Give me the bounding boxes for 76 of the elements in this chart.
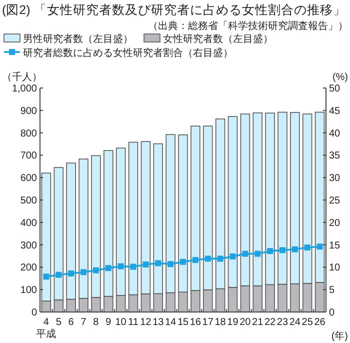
point	[304, 244, 310, 250]
x-tick-label: 7	[80, 317, 87, 328]
point	[204, 256, 211, 262]
point	[92, 267, 99, 274]
y2-tick-label: 20	[329, 218, 341, 229]
x-tick-label: 21	[252, 317, 264, 328]
y2-tick-label: 35	[329, 150, 341, 162]
y2-tick-label: 25	[329, 196, 341, 206]
x-axis-title: (年)	[331, 330, 348, 342]
y-tick-label: 200	[20, 262, 38, 274]
x-tick-label: 12	[140, 317, 152, 328]
x-tick-label: 20	[240, 317, 252, 328]
y-tick-label: 400	[20, 218, 38, 229]
point	[142, 262, 149, 268]
point	[279, 247, 286, 254]
point	[130, 264, 136, 270]
x-tick-label: 13	[152, 317, 164, 328]
point	[68, 270, 74, 276]
x-tick-label: 平成4	[36, 317, 56, 340]
point	[217, 256, 224, 262]
legend-label: 研究者総数に占める女性研究者割合（右目盛）	[23, 47, 233, 59]
y-tick-label: 700	[20, 150, 38, 162]
point	[168, 261, 174, 268]
point	[155, 260, 162, 266]
point	[180, 258, 186, 265]
point	[192, 257, 198, 264]
x-tick-label: 11	[128, 317, 139, 328]
y-tick-label: 600	[20, 173, 38, 184]
y2-tick-label: 0	[329, 308, 335, 318]
point	[267, 248, 274, 254]
x-tick-label: 25	[302, 317, 314, 328]
point	[80, 269, 87, 276]
legend-label: 女性研究者数（左目盛）	[163, 33, 273, 45]
x-tick-label: 8	[93, 317, 100, 328]
point	[316, 244, 323, 250]
x-tick-label: 17	[202, 317, 214, 328]
y2-tick-label: 40	[329, 128, 341, 140]
y2-tick-label: 5	[329, 285, 335, 296]
y2-axis-title: (%)	[332, 72, 348, 83]
y-tick-label: 0	[31, 308, 38, 318]
y-tick-label: 900	[20, 106, 38, 117]
x-tick-label: 16	[190, 317, 202, 328]
y2-tick-label: 10	[329, 262, 341, 274]
point	[292, 246, 298, 252]
x-tick-label: 6	[68, 317, 74, 328]
point	[105, 265, 112, 272]
x-tick-label: 10	[115, 317, 127, 328]
point	[254, 250, 261, 257]
point	[242, 250, 248, 257]
y-axis-title: （千人）	[2, 71, 42, 83]
legend-label: 男性研究者数（左目盛）	[23, 33, 133, 45]
x-tick-label: 19	[227, 317, 239, 328]
y-tick-label: 800	[20, 128, 38, 140]
chart-subtitle: （出典：総務省「科学技術研究調査報告」）	[148, 20, 348, 32]
x-tick-label: 24	[289, 317, 301, 328]
x-tick-label: 15	[177, 317, 189, 328]
x-tick-label: 9	[106, 317, 112, 328]
x-tick-label: 26	[314, 317, 326, 328]
point	[230, 253, 236, 260]
y-tick-label: 1,000	[12, 84, 38, 94]
y-tick-label: 300	[20, 240, 38, 252]
x-tick-label: 18	[214, 317, 226, 328]
x-tick-label: 5	[56, 317, 62, 328]
chart-title: (図2) 「女性研究者数及び研究者に占める女性割合の推移」	[2, 3, 346, 17]
y2-tick-label: 45	[329, 106, 341, 117]
point	[56, 272, 62, 278]
y-tick-label: 500	[20, 196, 38, 206]
x-tick-label: 22	[264, 317, 276, 328]
y2-tick-label: 15	[329, 240, 341, 252]
point	[118, 263, 124, 270]
y2-tick-label: 30	[329, 173, 341, 184]
y-tick-label: 100	[20, 285, 38, 296]
y2-tick-label: 50	[329, 84, 341, 94]
x-tick-label: 23	[276, 317, 288, 328]
point	[43, 274, 50, 280]
x-tick-label: 14	[165, 317, 177, 328]
